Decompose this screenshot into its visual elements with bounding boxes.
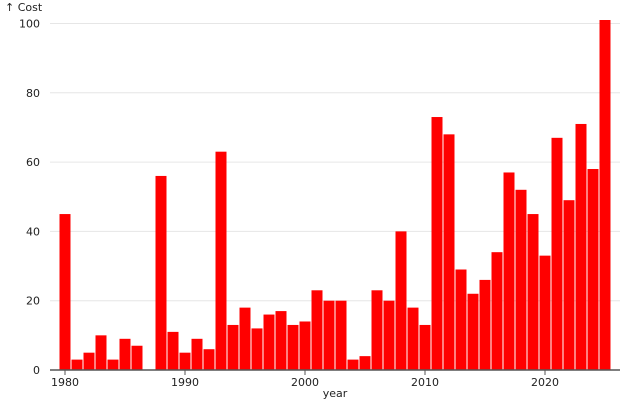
bar-2013	[455, 269, 467, 370]
bar-2017	[503, 172, 515, 370]
bar-1986	[131, 345, 143, 370]
bars	[59, 20, 611, 371]
y-axis-label: ↑ Cost	[5, 1, 43, 14]
bar-1991	[191, 338, 203, 370]
x-axis-label: year	[323, 387, 348, 400]
bar-2022	[563, 200, 575, 370]
bar-2015	[479, 279, 491, 370]
bar-1985	[119, 338, 131, 370]
bar-2007	[383, 300, 395, 370]
x-tick-label: 2020	[531, 376, 559, 389]
x-tick-label: 1990	[171, 376, 199, 389]
bar-1999	[287, 324, 299, 370]
bar-2011	[431, 117, 443, 371]
bar-1997	[263, 314, 275, 370]
bar-2016	[491, 252, 503, 370]
bar-2002	[323, 300, 335, 370]
bar-2020	[539, 255, 551, 370]
bar-1989	[167, 331, 179, 370]
bar-1980	[59, 214, 71, 370]
y-tick-label: 60	[26, 156, 40, 169]
bar-2014	[467, 293, 479, 370]
bar-2005	[359, 356, 371, 370]
y-tick-labels: 0 20 40 60 80 100	[19, 17, 40, 377]
bar-1984	[107, 359, 119, 370]
bar-1988	[155, 175, 167, 370]
bar-2000	[299, 321, 311, 370]
bar-1990	[179, 352, 191, 370]
x-tick-label: 2000	[291, 376, 319, 389]
x-tick-labels: 1980 1990 2000 2010 2020	[51, 370, 559, 389]
y-tick-label: 20	[26, 295, 40, 308]
x-tick-label: 2010	[411, 376, 439, 389]
bar-1982	[83, 352, 95, 370]
bar-2003	[335, 300, 347, 370]
bar-1995	[239, 307, 251, 370]
y-tick-label: 80	[26, 87, 40, 100]
bar-1993	[215, 151, 227, 370]
bar-1994	[227, 324, 239, 370]
bar-2023	[575, 123, 587, 371]
bar-1981	[71, 359, 83, 370]
y-tick-label: 40	[26, 225, 40, 238]
x-tick-label: 1980	[51, 376, 79, 389]
bar-2024	[587, 169, 599, 370]
bar-1992	[203, 349, 215, 370]
bar-1996	[251, 328, 263, 370]
bar-1983	[95, 335, 107, 370]
bar-2012	[443, 134, 455, 370]
bar-2009	[407, 307, 419, 370]
bar-2019	[527, 214, 539, 370]
y-tick-label: 100	[19, 17, 40, 30]
bar-2021	[551, 137, 563, 370]
bar-2006	[371, 290, 383, 370]
bar-2008	[395, 231, 407, 370]
bar-2001	[311, 290, 323, 370]
y-tick-label: 0	[33, 364, 40, 377]
bar-2010	[419, 324, 431, 370]
bar-2018	[515, 189, 527, 370]
bar-1998	[275, 311, 287, 370]
bar-2025	[599, 20, 611, 370]
bar-2004	[347, 359, 359, 370]
